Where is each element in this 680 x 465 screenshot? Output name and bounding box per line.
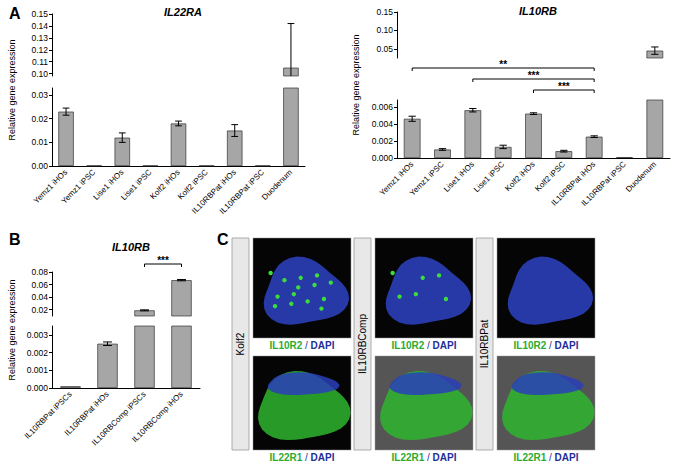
svg-text:A: A: [9, 5, 21, 22]
svg-text:Lise1 iHOs: Lise1 iHOs: [442, 160, 476, 194]
svg-text:0.13: 0.13: [31, 33, 48, 43]
svg-text:0.004: 0.004: [372, 119, 394, 129]
svg-text:IL22R1: IL22R1: [391, 452, 427, 463]
svg-text:DAPI: DAPI: [430, 452, 457, 463]
svg-text:***: ***: [528, 70, 540, 81]
svg-text:Yemz1 iHOs: Yemz1 iHOs: [377, 159, 416, 198]
svg-text:0.002: 0.002: [372, 136, 394, 146]
svg-text:0.14: 0.14: [31, 21, 48, 31]
svg-text:IL10R2: IL10R2: [513, 340, 549, 351]
svg-text:0.03: 0.03: [31, 90, 48, 100]
svg-text:Kolf2: Kolf2: [235, 332, 246, 355]
svg-text:IL22R1: IL22R1: [269, 452, 305, 463]
svg-text:0.02: 0.02: [31, 114, 48, 124]
svg-text:IL10RBComp: IL10RBComp: [357, 314, 368, 374]
svg-text:0.04: 0.04: [31, 292, 48, 302]
svg-text:Yemz1 iPSC: Yemz1 iPSC: [408, 160, 446, 198]
svg-text:DAPI: DAPI: [308, 452, 335, 463]
svg-text:IL10RBPat iHOs: IL10RBPat iHOs: [190, 167, 238, 216]
svg-text:DAPI: DAPI: [552, 452, 579, 463]
svg-text:IL10RBPat iHOs: IL10RBPat iHOs: [62, 389, 111, 438]
svg-text:IL10R2: IL10R2: [269, 340, 305, 351]
svg-text:Kolf2 iPSC: Kolf2 iPSC: [533, 159, 567, 194]
svg-text:0.15: 0.15: [376, 7, 393, 17]
svg-text:Lise1 iPSC: Lise1 iPSC: [472, 160, 506, 194]
svg-text:Relative gene expression: Relative gene expression: [7, 279, 17, 380]
svg-text:IL22R1: IL22R1: [513, 452, 549, 463]
svg-text:IL10RBPat iPSCs: IL10RBPat iPSCs: [22, 389, 74, 441]
svg-text:Yemz1 iHOs: Yemz1 iHOs: [31, 167, 70, 206]
svg-text:***: ***: [157, 255, 169, 266]
svg-text:0.12: 0.12: [31, 45, 48, 55]
svg-text:Kolf2 iHOs: Kolf2 iHOs: [503, 160, 536, 193]
svg-text:IL10RBComp iPSCs: IL10RBComp iPSCs: [90, 389, 148, 448]
svg-text:Lise1 iPSC: Lise1 iPSC: [119, 168, 153, 202]
svg-text:IL10RBPat iPSC: IL10RBPat iPSC: [580, 160, 628, 208]
svg-text:Relative gene expression: Relative gene expression: [7, 39, 17, 140]
svg-text:Kolf2 iHOs: Kolf2 iHOs: [148, 167, 182, 202]
svg-text:0.006: 0.006: [372, 102, 394, 112]
svg-text:Yemz1 iPSC: Yemz1 iPSC: [59, 168, 97, 206]
svg-text:0.05: 0.05: [376, 44, 393, 54]
svg-text:0.06: 0.06: [31, 280, 48, 290]
svg-text:0.02: 0.02: [31, 305, 48, 315]
svg-text:***: ***: [558, 81, 570, 92]
svg-text:Duodenum: Duodenum: [624, 160, 658, 194]
svg-text:Kolf2 iPSC: Kolf2 iPSC: [176, 167, 210, 202]
svg-text:**: **: [499, 59, 507, 70]
svg-text:Relative gene expression: Relative gene expression: [351, 34, 361, 135]
svg-text:IL22RA: IL22RA: [164, 6, 202, 18]
svg-text:IL10RB: IL10RB: [112, 241, 150, 253]
svg-text:0.001: 0.001: [27, 365, 49, 375]
svg-text:0.00: 0.00: [31, 161, 48, 171]
svg-text:Lise1 iHOs: Lise1 iHOs: [91, 167, 126, 202]
svg-text:DAPI: DAPI: [430, 340, 457, 351]
svg-text:0.000: 0.000: [27, 383, 49, 393]
svg-text:B: B: [9, 231, 21, 248]
svg-text:0.08: 0.08: [31, 267, 48, 277]
svg-text:0.10: 0.10: [376, 25, 393, 35]
svg-text:DAPI: DAPI: [308, 340, 335, 351]
svg-text:0.003: 0.003: [27, 330, 49, 340]
svg-text:IL10RBPat: IL10RBPat: [479, 320, 490, 369]
svg-text:IL10RBPat iPSC: IL10RBPat iPSC: [218, 168, 266, 216]
svg-text:IL10RB: IL10RB: [519, 5, 557, 17]
svg-text:Duodenum: Duodenum: [260, 168, 294, 202]
svg-text:0.15: 0.15: [31, 9, 48, 19]
svg-text:DAPI: DAPI: [552, 340, 579, 351]
svg-text:IL10R2: IL10R2: [391, 340, 427, 351]
svg-text:0.01: 0.01: [31, 137, 48, 147]
svg-text:0.10: 0.10: [31, 69, 48, 79]
svg-text:IL10RBPat iHOs: IL10RBPat iHOs: [549, 159, 598, 208]
svg-text:0.002: 0.002: [27, 348, 49, 358]
svg-text:C: C: [217, 231, 229, 248]
svg-text:0.11: 0.11: [32, 57, 48, 67]
svg-text:IL10RBComp iHOs: IL10RBComp iHOs: [130, 390, 184, 444]
svg-text:0.000: 0.000: [372, 153, 394, 163]
